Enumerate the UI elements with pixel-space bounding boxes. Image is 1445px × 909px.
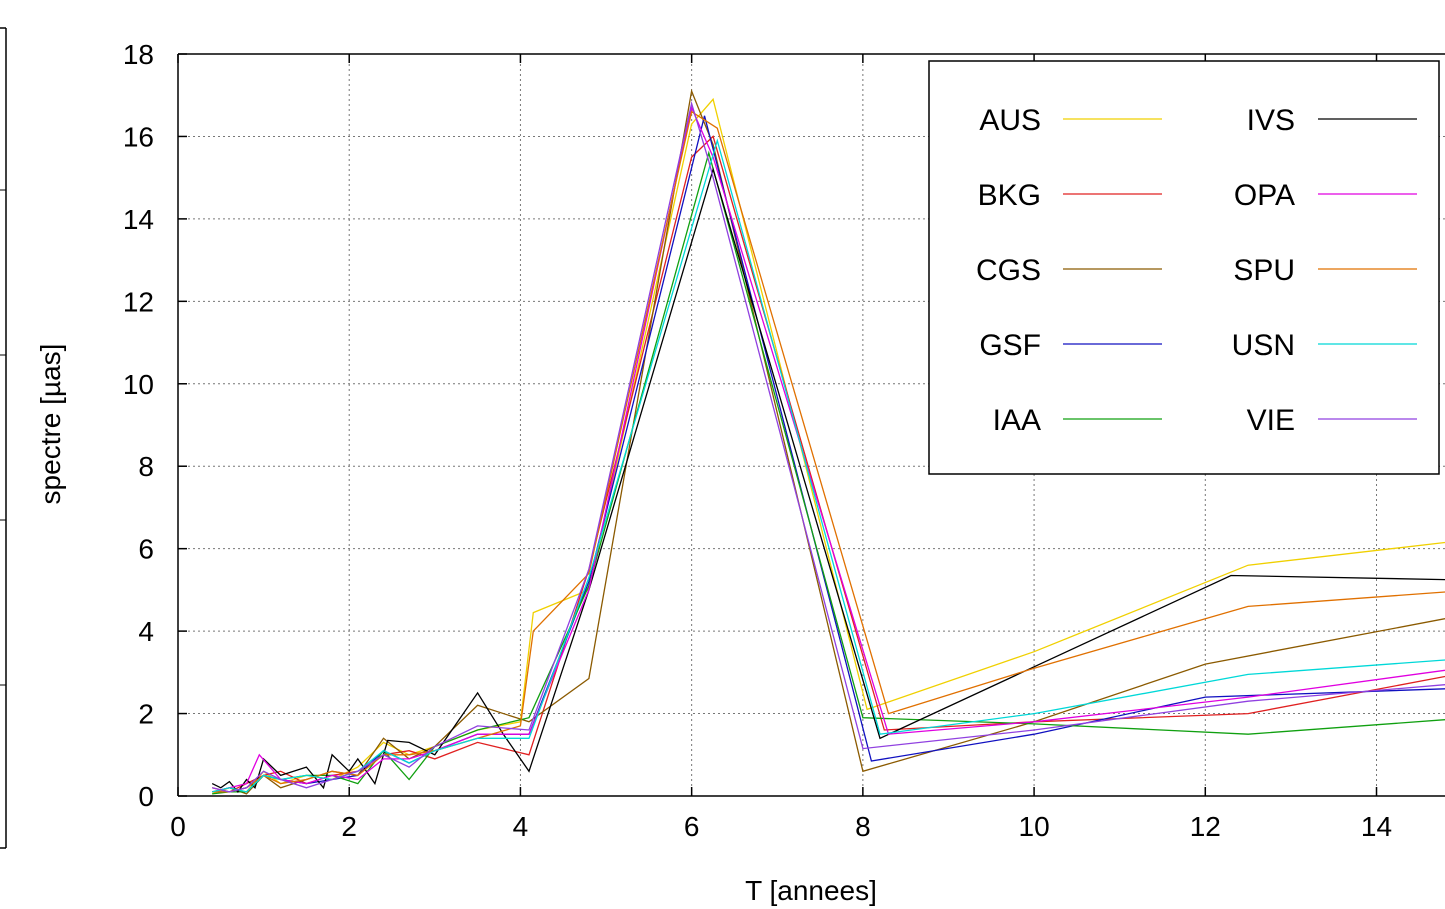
series-line-vie — [212, 100, 1445, 793]
x-tick-label: 8 — [855, 811, 871, 842]
y-tick-label: 8 — [138, 451, 154, 482]
x-tick-label: 0 — [170, 811, 186, 842]
legend-label-iaa: IAA — [993, 404, 1041, 437]
legend: AUS BKG CGS GSF IAA IVS OPA SPU USN VIE — [928, 60, 1440, 475]
y-axis-title: spectre [µas] — [35, 344, 66, 505]
x-tick-label: 2 — [341, 811, 357, 842]
legend-label-usn: USN — [1232, 329, 1295, 362]
legend-box — [928, 60, 1440, 475]
legend-label-opa: OPA — [1234, 179, 1295, 212]
y-tick-label: 16 — [123, 121, 154, 152]
y-tick-label: 14 — [123, 204, 154, 235]
legend-label-aus: AUS — [979, 104, 1041, 137]
legend-label-vie: VIE — [1247, 404, 1295, 437]
x-axis-title: T [annees] — [745, 875, 877, 906]
x-tick-label: 10 — [1019, 811, 1050, 842]
y-tick-label: 18 — [123, 39, 154, 70]
y-tick-label: 0 — [138, 781, 154, 812]
y-tick-label: 2 — [138, 699, 154, 730]
y-tick-label: 4 — [138, 616, 154, 647]
series-lines — [211, 88, 1445, 795]
series-line-usn — [212, 138, 1445, 793]
legend-label-spu: SPU — [1233, 254, 1295, 287]
y-tick-label: 12 — [123, 286, 154, 317]
x-tick-label: 14 — [1361, 811, 1392, 842]
x-tick-label: 6 — [684, 811, 700, 842]
legend-label-gsf: GSF — [979, 329, 1041, 362]
series-line-opa — [212, 105, 1445, 793]
legend-label-cgs: CGS — [976, 254, 1041, 287]
axes: 0 2 4 6 8 10 12 14 0 2 4 6 8 10 12 14 16 18 — [123, 39, 1445, 842]
y-tick-label: 6 — [138, 534, 154, 565]
x-tick-label: 4 — [513, 811, 529, 842]
left-page-fragment — [0, 27, 7, 849]
legend-label-bkg: BKG — [978, 179, 1041, 212]
y-tick-label: 10 — [123, 369, 154, 400]
x-tick-label: 12 — [1190, 811, 1221, 842]
legend-label-ivs: IVS — [1247, 104, 1295, 137]
